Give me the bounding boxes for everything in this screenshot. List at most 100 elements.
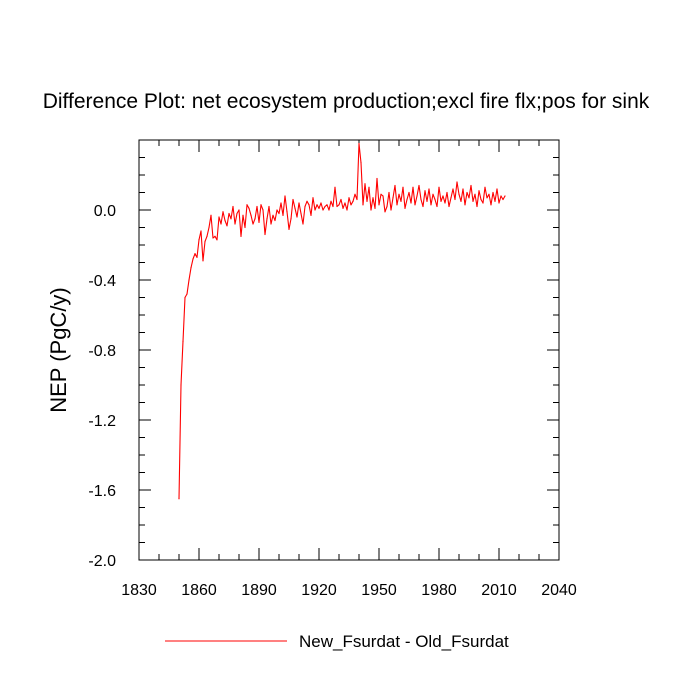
x-tick-label: 1860: [181, 582, 217, 599]
series-point: [304, 205, 306, 208]
series-point: [360, 162, 362, 164]
series-point: [376, 177, 378, 180]
x-tick-label: 1890: [241, 582, 277, 599]
series-point: [448, 205, 450, 208]
series-point: [398, 193, 400, 195]
x-tick-label: 2010: [481, 582, 517, 599]
series-point: [500, 195, 502, 197]
series-point: [188, 279, 190, 281]
series-point: [418, 184, 420, 187]
series-point: [472, 200, 474, 202]
series-point: [416, 195, 418, 197]
series-point: [226, 225, 228, 227]
series-point: [336, 205, 338, 208]
series-point: [270, 223, 272, 225]
series-point: [252, 223, 254, 225]
series-point: [394, 184, 396, 187]
series-point: [334, 186, 336, 188]
series-point: [496, 188, 498, 190]
series-point: [220, 223, 222, 225]
legend: New_Fsurdat - Old_Fsurdat: [165, 632, 509, 651]
x-tick-label: 1950: [361, 582, 397, 599]
series-point: [330, 200, 332, 202]
x-tick-label: 1920: [301, 582, 337, 599]
series-point: [316, 204, 318, 206]
series-point: [344, 202, 346, 204]
series-point: [262, 209, 264, 211]
series-point: [390, 209, 392, 211]
series-point: [420, 198, 422, 201]
series-point: [504, 195, 506, 197]
series-point: [186, 293, 188, 295]
series-point: [440, 200, 442, 202]
y-tick-label: -0.8: [88, 343, 116, 360]
series-point: [222, 211, 224, 213]
series-point: [230, 218, 232, 220]
series-point: [178, 498, 180, 500]
series-point: [310, 214, 312, 216]
series-point: [300, 212, 302, 215]
series-point: [490, 204, 492, 206]
series-point: [478, 190, 480, 192]
series-point: [358, 142, 360, 145]
series-point: [464, 204, 466, 206]
series-point: [476, 205, 478, 208]
series-point: [244, 226, 246, 229]
series-point: [356, 198, 358, 201]
series-point: [290, 218, 292, 220]
series-point: [204, 240, 206, 243]
series-point: [396, 204, 398, 206]
series-point: [254, 218, 256, 220]
series-point: [386, 205, 388, 208]
series-point: [366, 200, 368, 202]
series-points: [178, 142, 506, 500]
x-tick-label: 1830: [121, 582, 157, 599]
series-point: [294, 207, 296, 209]
series-point: [322, 209, 324, 211]
series-point: [232, 205, 234, 208]
series-point: [492, 191, 494, 194]
series-point: [462, 188, 464, 190]
series-point: [342, 207, 344, 209]
series-point: [466, 191, 468, 194]
series-point: [450, 197, 452, 199]
series-point: [260, 204, 262, 206]
series-point: [238, 209, 240, 211]
series-point: [372, 197, 374, 199]
series-point: [408, 191, 410, 194]
x-tick-label: 1980: [421, 582, 457, 599]
series-point: [346, 209, 348, 211]
series-point: [432, 193, 434, 195]
series-point: [256, 205, 258, 208]
series-point: [426, 200, 428, 202]
series-point: [374, 207, 376, 209]
series-point: [442, 195, 444, 197]
series-point: [438, 186, 440, 188]
series-point: [352, 200, 354, 202]
series-point: [454, 198, 456, 201]
y-tick-label: -1.2: [88, 413, 116, 430]
series-point: [298, 202, 300, 204]
series-point: [284, 195, 286, 197]
series-point: [288, 228, 290, 230]
series-point: [286, 211, 288, 213]
series-point: [406, 198, 408, 201]
series-point: [236, 212, 238, 215]
series-point: [410, 202, 412, 204]
series-point: [292, 198, 294, 201]
series-point: [456, 181, 458, 183]
x-tick-labels: 1830 1860 1890 1920 1950 1980 2010 2040: [121, 582, 577, 599]
series-point: [214, 235, 216, 237]
series-point: [202, 260, 204, 262]
series-point: [502, 198, 504, 201]
series-point: [208, 226, 210, 229]
series-point: [458, 193, 460, 195]
series-point: [194, 253, 196, 255]
series-point: [380, 193, 382, 195]
y-tick-label: -2.0: [88, 553, 116, 570]
x-tick-label: 2040: [541, 582, 577, 599]
series-point: [278, 212, 280, 215]
series-point: [190, 267, 192, 269]
y-tick-label: -0.4: [88, 273, 116, 290]
